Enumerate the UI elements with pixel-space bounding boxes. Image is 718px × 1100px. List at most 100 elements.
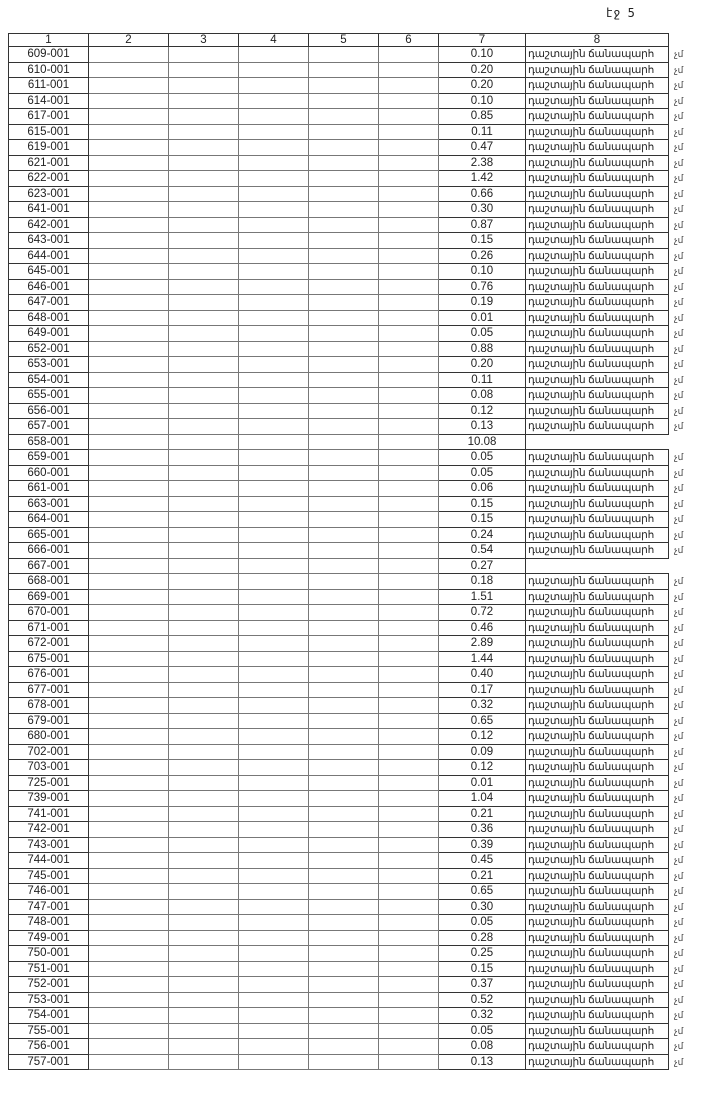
empty-cell-col2 [88, 867, 169, 884]
land-table: 1 2 3 4 5 6 7 8 609-001 0.10 դաշտային ճանա… [8, 33, 709, 1070]
table-row: 676-001 0.40 դաշտային ճանապարհ չմ [8, 666, 709, 683]
table-row: 746-001 0.65 դաշտային ճանապարհ չմ [8, 883, 709, 900]
empty-cell-col3 [168, 108, 239, 125]
margin-note: չմ [674, 715, 684, 726]
empty-cell-col3 [168, 588, 239, 605]
empty-cell-col4 [238, 1007, 309, 1024]
margin-note: չմ [674, 514, 684, 525]
empty-cell-col4 [238, 976, 309, 993]
margin-note: չմ [674, 297, 684, 308]
empty-cell-col3 [168, 263, 239, 280]
margin-note: չմ [674, 142, 684, 153]
parcel-code: 617-001 [8, 108, 89, 125]
area-value: 0.72 [438, 604, 526, 621]
margin-note: չմ [674, 452, 684, 463]
land-type: դաշտային ճանապարհ [525, 852, 669, 869]
empty-cell-col5 [308, 976, 379, 993]
parcel-code: 672-001 [8, 635, 89, 652]
table-row: 680-001 0.12 դաշտային ճանապարհ չմ [8, 728, 709, 745]
table-row: 750-001 0.25 դաշտային ճանապարհ չմ [8, 945, 709, 962]
empty-cell-col4 [238, 185, 309, 202]
empty-cell-col5 [308, 340, 379, 357]
empty-cell-col6 [378, 991, 439, 1008]
land-type: դաշտային ճանապարհ [525, 697, 669, 714]
margin-note: չմ [674, 95, 684, 106]
area-value: 0.12 [438, 402, 526, 419]
land-type: դաշտային ճանապարհ [525, 805, 669, 822]
empty-cell-col4 [238, 263, 309, 280]
table-row: 617-001 0.85 դաշտային ճանապարհ չմ [8, 108, 709, 125]
land-type: դաշտային ճանապարհ [525, 340, 669, 357]
empty-cell-col4 [238, 418, 309, 435]
empty-cell-col5 [308, 356, 379, 373]
empty-cell-col5 [308, 1022, 379, 1039]
area-value: 0.10 [438, 92, 526, 109]
table-row: 655-001 0.08 դաշտային ճանապարհ չմ [8, 387, 709, 404]
land-type: դաշտային ճանապարհ [525, 526, 669, 543]
empty-cell-col2 [88, 340, 169, 357]
empty-cell-col6 [378, 232, 439, 249]
empty-cell-col4 [238, 805, 309, 822]
margin-note: չմ [674, 188, 684, 199]
empty-cell-col2 [88, 201, 169, 218]
empty-cell-col5 [308, 898, 379, 915]
area-value: 0.65 [438, 883, 526, 900]
empty-cell-col3 [168, 77, 239, 94]
empty-cell-col5 [308, 681, 379, 698]
parcel-code: 664-001 [8, 511, 89, 528]
table-row: 739-001 1.04 դաշտային ճանապարհ չմ [8, 790, 709, 807]
empty-cell-col6 [378, 588, 439, 605]
parcel-code: 656-001 [8, 402, 89, 419]
table-row: 644-001 0.26 դաշտային ճանապարհ չմ [8, 247, 709, 264]
column-header: 6 [378, 33, 439, 47]
page-number: էջ 5 [606, 6, 635, 20]
empty-cell-col5 [308, 1007, 379, 1024]
margin-note: չմ [674, 808, 684, 819]
header-row: 1 2 3 4 5 6 7 8 [8, 33, 709, 47]
empty-cell-col2 [88, 991, 169, 1008]
empty-cell-col6 [378, 371, 439, 388]
margin-note: չմ [674, 731, 684, 742]
land-type: դաշտային ճանապարհ [525, 92, 669, 109]
parcel-code: 744-001 [8, 852, 89, 869]
parcel-code: 643-001 [8, 232, 89, 249]
empty-cell-col5 [308, 108, 379, 125]
empty-cell-col6 [378, 216, 439, 233]
empty-cell-col2 [88, 511, 169, 528]
empty-cell-col3 [168, 635, 239, 652]
empty-cell-col6 [378, 154, 439, 171]
parcel-code: 644-001 [8, 247, 89, 264]
land-type: դաշտային ճանապարհ [525, 263, 669, 280]
empty-cell-col3 [168, 991, 239, 1008]
empty-cell-col3 [168, 805, 239, 822]
parcel-code: 609-001 [8, 46, 89, 63]
empty-cell-col5 [308, 542, 379, 559]
empty-cell-col4 [238, 542, 309, 559]
empty-cell-col3 [168, 433, 239, 450]
empty-cell-col5 [308, 92, 379, 109]
empty-cell-col4 [238, 92, 309, 109]
area-value: 0.65 [438, 712, 526, 729]
empty-cell-col3 [168, 976, 239, 993]
empty-cell-col3 [168, 619, 239, 636]
area-value: 0.15 [438, 232, 526, 249]
empty-cell-col5 [308, 46, 379, 63]
table-row: 671-001 0.46 դաշտային ճանապարհ չմ [8, 619, 709, 636]
empty-cell-col6 [378, 278, 439, 295]
table-row: 609-001 0.10 դաշտային ճանապարհ չմ [8, 46, 709, 63]
empty-cell-col4 [238, 604, 309, 621]
area-value: 0.20 [438, 61, 526, 78]
empty-cell-col3 [168, 697, 239, 714]
parcel-code: 750-001 [8, 945, 89, 962]
empty-cell-col2 [88, 123, 169, 140]
area-value: 0.06 [438, 480, 526, 497]
empty-cell-col2 [88, 464, 169, 481]
empty-cell-col2 [88, 542, 169, 559]
area-value: 0.05 [438, 1022, 526, 1039]
empty-cell-col2 [88, 154, 169, 171]
parcel-code: 655-001 [8, 387, 89, 404]
empty-cell-col2 [88, 325, 169, 342]
parcel-code: 641-001 [8, 201, 89, 218]
empty-cell-col2 [88, 774, 169, 791]
empty-cell-col4 [238, 46, 309, 63]
